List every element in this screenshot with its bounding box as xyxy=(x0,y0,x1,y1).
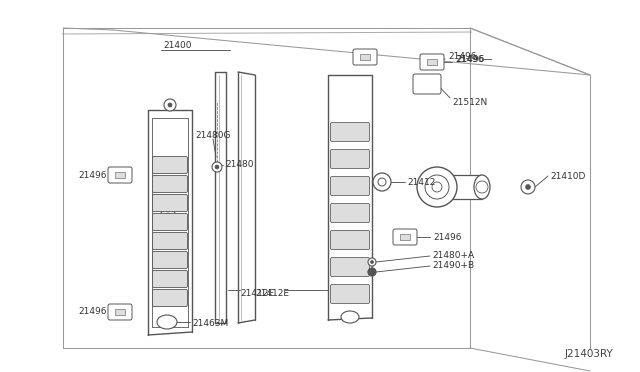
FancyBboxPatch shape xyxy=(413,74,441,94)
Text: 21496: 21496 xyxy=(433,232,461,241)
FancyBboxPatch shape xyxy=(353,49,377,65)
Circle shape xyxy=(164,99,176,111)
Text: 21410D: 21410D xyxy=(550,171,586,180)
Circle shape xyxy=(371,270,374,273)
FancyBboxPatch shape xyxy=(330,122,369,141)
Circle shape xyxy=(215,165,219,169)
FancyBboxPatch shape xyxy=(330,231,369,250)
FancyBboxPatch shape xyxy=(152,176,188,192)
Circle shape xyxy=(368,268,376,276)
FancyBboxPatch shape xyxy=(108,167,132,183)
FancyBboxPatch shape xyxy=(330,176,369,196)
FancyBboxPatch shape xyxy=(420,54,444,70)
FancyBboxPatch shape xyxy=(152,195,188,212)
Bar xyxy=(115,309,125,315)
FancyBboxPatch shape xyxy=(330,150,369,169)
Text: 21496: 21496 xyxy=(78,308,106,317)
Text: 21496: 21496 xyxy=(78,170,106,180)
Text: 21496—: 21496— xyxy=(455,55,493,64)
Circle shape xyxy=(160,209,176,225)
Bar xyxy=(427,59,437,65)
Circle shape xyxy=(168,103,172,107)
Circle shape xyxy=(368,258,376,266)
FancyBboxPatch shape xyxy=(152,270,188,288)
FancyBboxPatch shape xyxy=(330,203,369,222)
FancyBboxPatch shape xyxy=(330,285,369,304)
Text: J21403RY: J21403RY xyxy=(565,349,614,359)
Text: 21480G: 21480G xyxy=(195,131,230,140)
FancyBboxPatch shape xyxy=(152,214,188,231)
Bar xyxy=(400,234,410,240)
FancyBboxPatch shape xyxy=(152,232,188,250)
Circle shape xyxy=(432,182,442,192)
Text: 21412E: 21412E xyxy=(240,289,274,298)
Bar xyxy=(360,54,370,60)
Text: 21496: 21496 xyxy=(456,55,484,64)
Circle shape xyxy=(525,185,531,189)
FancyBboxPatch shape xyxy=(152,289,188,307)
Ellipse shape xyxy=(341,311,359,323)
Bar xyxy=(437,175,482,199)
Circle shape xyxy=(521,180,535,194)
FancyBboxPatch shape xyxy=(152,157,188,173)
FancyBboxPatch shape xyxy=(330,257,369,276)
Text: 21480+A: 21480+A xyxy=(432,251,474,260)
FancyBboxPatch shape xyxy=(152,251,188,269)
Text: 21400: 21400 xyxy=(163,41,191,49)
Text: 21480: 21480 xyxy=(225,160,253,169)
Text: 21496: 21496 xyxy=(448,51,477,61)
Circle shape xyxy=(212,162,222,172)
FancyBboxPatch shape xyxy=(393,229,417,245)
FancyBboxPatch shape xyxy=(108,304,132,320)
Ellipse shape xyxy=(157,315,177,329)
Bar xyxy=(115,172,125,178)
Circle shape xyxy=(368,268,376,276)
Ellipse shape xyxy=(474,175,490,199)
Text: 21463M: 21463M xyxy=(192,320,228,328)
Text: 21490+B: 21490+B xyxy=(432,262,474,270)
Text: 21412E: 21412E xyxy=(255,289,289,298)
Circle shape xyxy=(371,260,374,264)
Circle shape xyxy=(373,173,391,191)
Circle shape xyxy=(417,167,457,207)
Text: 21412: 21412 xyxy=(407,177,435,186)
Text: 21512N: 21512N xyxy=(452,97,487,106)
